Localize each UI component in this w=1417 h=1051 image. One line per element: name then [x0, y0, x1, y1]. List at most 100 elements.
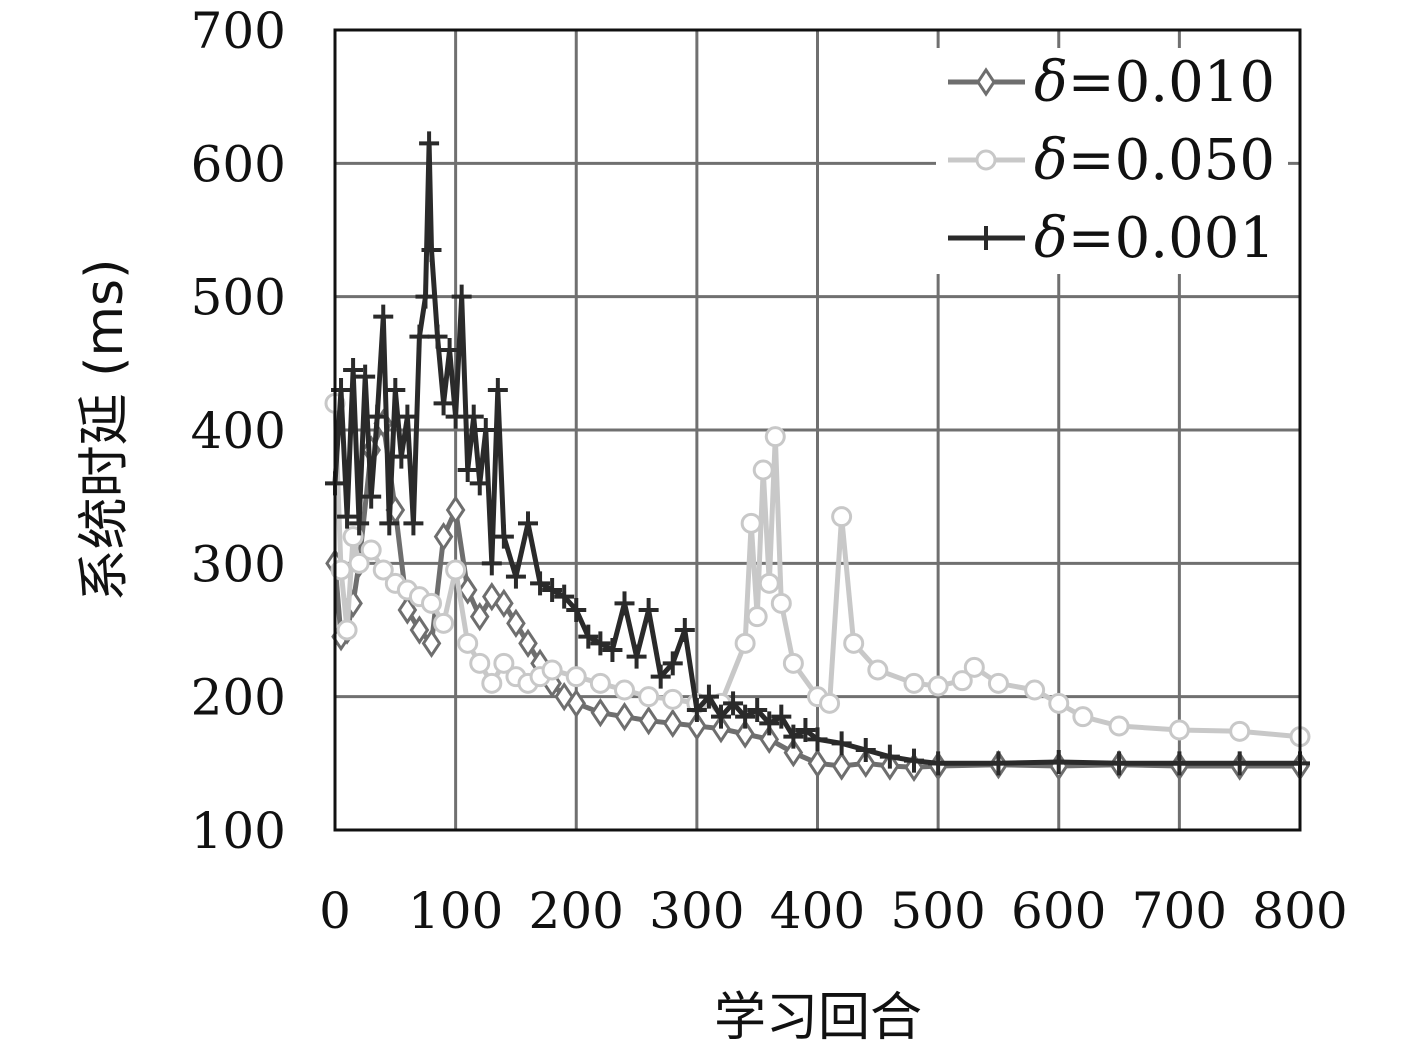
data-point: [638, 686, 660, 708]
data-point: [614, 679, 635, 701]
data-point: [457, 632, 479, 654]
data-point: [782, 652, 804, 674]
data-point: [360, 539, 382, 561]
data-point: [740, 512, 762, 534]
y-tick-label: 200: [191, 669, 286, 727]
data-point: [758, 572, 780, 594]
y-tick-label: 700: [191, 2, 286, 60]
data-point: [475, 418, 496, 442]
data-point: [361, 484, 382, 509]
data-point: [530, 571, 551, 596]
data-point: [783, 724, 804, 749]
data-point: [867, 659, 889, 681]
x-axis-title: 学习回合: [714, 988, 922, 1048]
data-point: [855, 748, 876, 779]
y-tick-label: 600: [191, 135, 286, 193]
data-point: [976, 226, 996, 250]
data-point: [988, 751, 1009, 776]
data-point: [421, 592, 442, 614]
data-point: [419, 131, 440, 156]
legend-label: δ=0.050: [1034, 128, 1275, 193]
data-point: [518, 628, 538, 659]
data-point: [746, 606, 768, 628]
data-point: [904, 748, 924, 773]
data-point: [494, 588, 514, 619]
x-tick-label: 400: [770, 882, 865, 940]
legend-symbol: δ: [1034, 206, 1068, 271]
data-point: [650, 664, 671, 689]
y-axis-title: 系统时延 (ms): [75, 259, 135, 602]
data-point: [855, 738, 876, 762]
data-point: [421, 628, 442, 659]
data-point: [445, 495, 466, 525]
data-point: [397, 404, 418, 429]
series-3: [325, 131, 1310, 776]
x-tick-label: 100: [408, 882, 503, 940]
legend-symbol: δ: [1034, 50, 1068, 115]
data-point: [735, 704, 756, 729]
data-point: [330, 559, 352, 581]
data-point: [1024, 679, 1046, 701]
data-point: [928, 751, 949, 776]
data-point: [662, 651, 683, 676]
data-point: [415, 284, 436, 309]
series-2: [324, 392, 1311, 748]
data-point: [975, 149, 997, 171]
data-point: [626, 644, 647, 669]
x-ticks: 0 100 200 300 400 500 600 700 800: [319, 882, 1348, 940]
data-point: [589, 672, 611, 694]
data-point: [638, 598, 659, 622]
data-point: [554, 681, 574, 712]
x-tick-label: 800: [1252, 882, 1347, 940]
data-point: [1048, 692, 1070, 714]
data-point: [487, 378, 508, 402]
data-point: [987, 672, 1009, 694]
data-point: [469, 471, 490, 496]
data-point: [469, 601, 490, 632]
legend-value: =0.050: [1068, 128, 1275, 193]
data-point: [831, 751, 852, 781]
y-tick-label: 500: [191, 269, 286, 327]
data-point: [355, 364, 376, 389]
data-point: [638, 705, 659, 736]
data-point: [433, 391, 454, 416]
data-point: [752, 459, 774, 481]
legend-symbol: δ: [1034, 128, 1068, 193]
data-point: [349, 511, 370, 536]
series-layer: [324, 131, 1311, 783]
data-point: [614, 591, 635, 616]
data-point: [379, 511, 400, 536]
data-point: [463, 404, 484, 429]
y-ticks: 100 200 300 400 500 600 700: [191, 2, 286, 860]
data-point: [565, 666, 587, 688]
data-point: [807, 748, 828, 779]
data-point: [711, 713, 731, 744]
data-point: [951, 670, 973, 692]
data-point: [433, 612, 455, 634]
data-point: [734, 632, 756, 654]
data-point: [445, 559, 467, 581]
data-point: [397, 595, 418, 625]
data-point: [831, 731, 852, 756]
data-point: [927, 675, 949, 697]
data-point: [976, 67, 996, 97]
y-tick-label: 400: [191, 402, 286, 460]
data-point: [481, 551, 502, 576]
data-point: [759, 711, 780, 736]
y-tick-label: 100: [191, 802, 286, 860]
data-point: [759, 724, 780, 755]
legend-label: δ=0.001: [1034, 206, 1275, 271]
data-point: [541, 659, 563, 681]
data-point: [481, 672, 503, 694]
x-tick-label: 600: [1011, 882, 1106, 940]
data-point: [469, 652, 491, 674]
data-point: [662, 708, 683, 739]
data-point: [687, 711, 707, 741]
data-point: [723, 691, 744, 716]
data-point: [602, 638, 623, 662]
data-point: [795, 718, 816, 742]
data-point: [493, 524, 514, 549]
data-point: [451, 284, 472, 309]
data-point: [903, 672, 925, 694]
